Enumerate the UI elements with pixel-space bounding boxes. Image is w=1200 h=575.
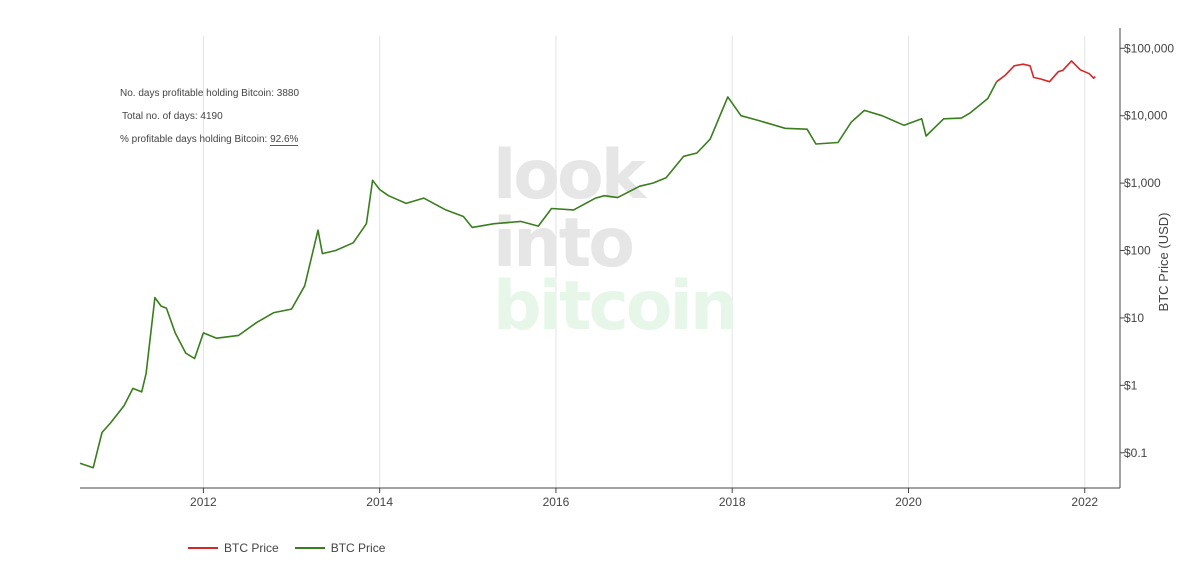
total-days-count: Total no. of days: 4190 <box>122 111 223 122</box>
x-tick-label: 2022 <box>1071 495 1098 509</box>
axes <box>80 28 1121 489</box>
watermark-word-into: into <box>493 204 632 283</box>
legend: BTC Price BTC Price <box>188 541 385 555</box>
x-tick-label: 2016 <box>543 495 570 509</box>
y-tick-label: $10 <box>1124 311 1144 325</box>
legend-item-green[interactable]: BTC Price <box>294 541 386 555</box>
x-tick-label: 2012 <box>190 495 217 509</box>
y-tick-label: $10,000 <box>1124 109 1168 123</box>
x-tick-label: 2020 <box>895 495 922 509</box>
y-axis-title: BTC Price (USD) <box>1156 213 1171 312</box>
legend-label-green: BTC Price <box>330 541 386 555</box>
watermark-word-look: look <box>493 136 648 215</box>
watermark-word-bitcoin: bitcoin <box>493 267 735 346</box>
y-tick-label: $100 <box>1124 244 1151 258</box>
legend-swatch-red <box>188 547 218 549</box>
profitable-percent-line: % profitable days holding Bitcoin: 92.6% <box>120 134 299 146</box>
grid-lines <box>202 36 1086 488</box>
x-tick-label: 2014 <box>366 495 393 509</box>
legend-label-red: BTC Price <box>224 541 279 555</box>
series-line-red[interactable] <box>996 60 1096 83</box>
legend-item-red[interactable]: BTC Price <box>188 541 279 555</box>
y-tick-label: $100,000 <box>1124 41 1174 55</box>
price-series <box>79 60 1096 469</box>
profitable-percent-value: 92.6% <box>270 134 299 146</box>
profitable-days-count: No. days profitable holding Bitcoin: 388… <box>120 88 300 99</box>
y-tick-label: $0.1 <box>1124 446 1148 460</box>
y-axis-ticks: $0.1 $1 $10 $100 $1,000 $10,000 $100,000 <box>1120 41 1174 460</box>
series-line-green[interactable] <box>79 81 998 469</box>
profitable-percent-label: % profitable days holding Bitcoin: <box>120 134 271 145</box>
x-axis-ticks: 2012 2014 2016 2018 2020 2022 <box>190 488 1098 509</box>
watermark: look into bitcoin <box>493 136 738 346</box>
y-tick-label: $1 <box>1124 378 1138 392</box>
x-tick-label: 2018 <box>719 495 746 509</box>
legend-swatch-green <box>294 547 325 549</box>
y-tick-label: $1,000 <box>1124 176 1161 190</box>
